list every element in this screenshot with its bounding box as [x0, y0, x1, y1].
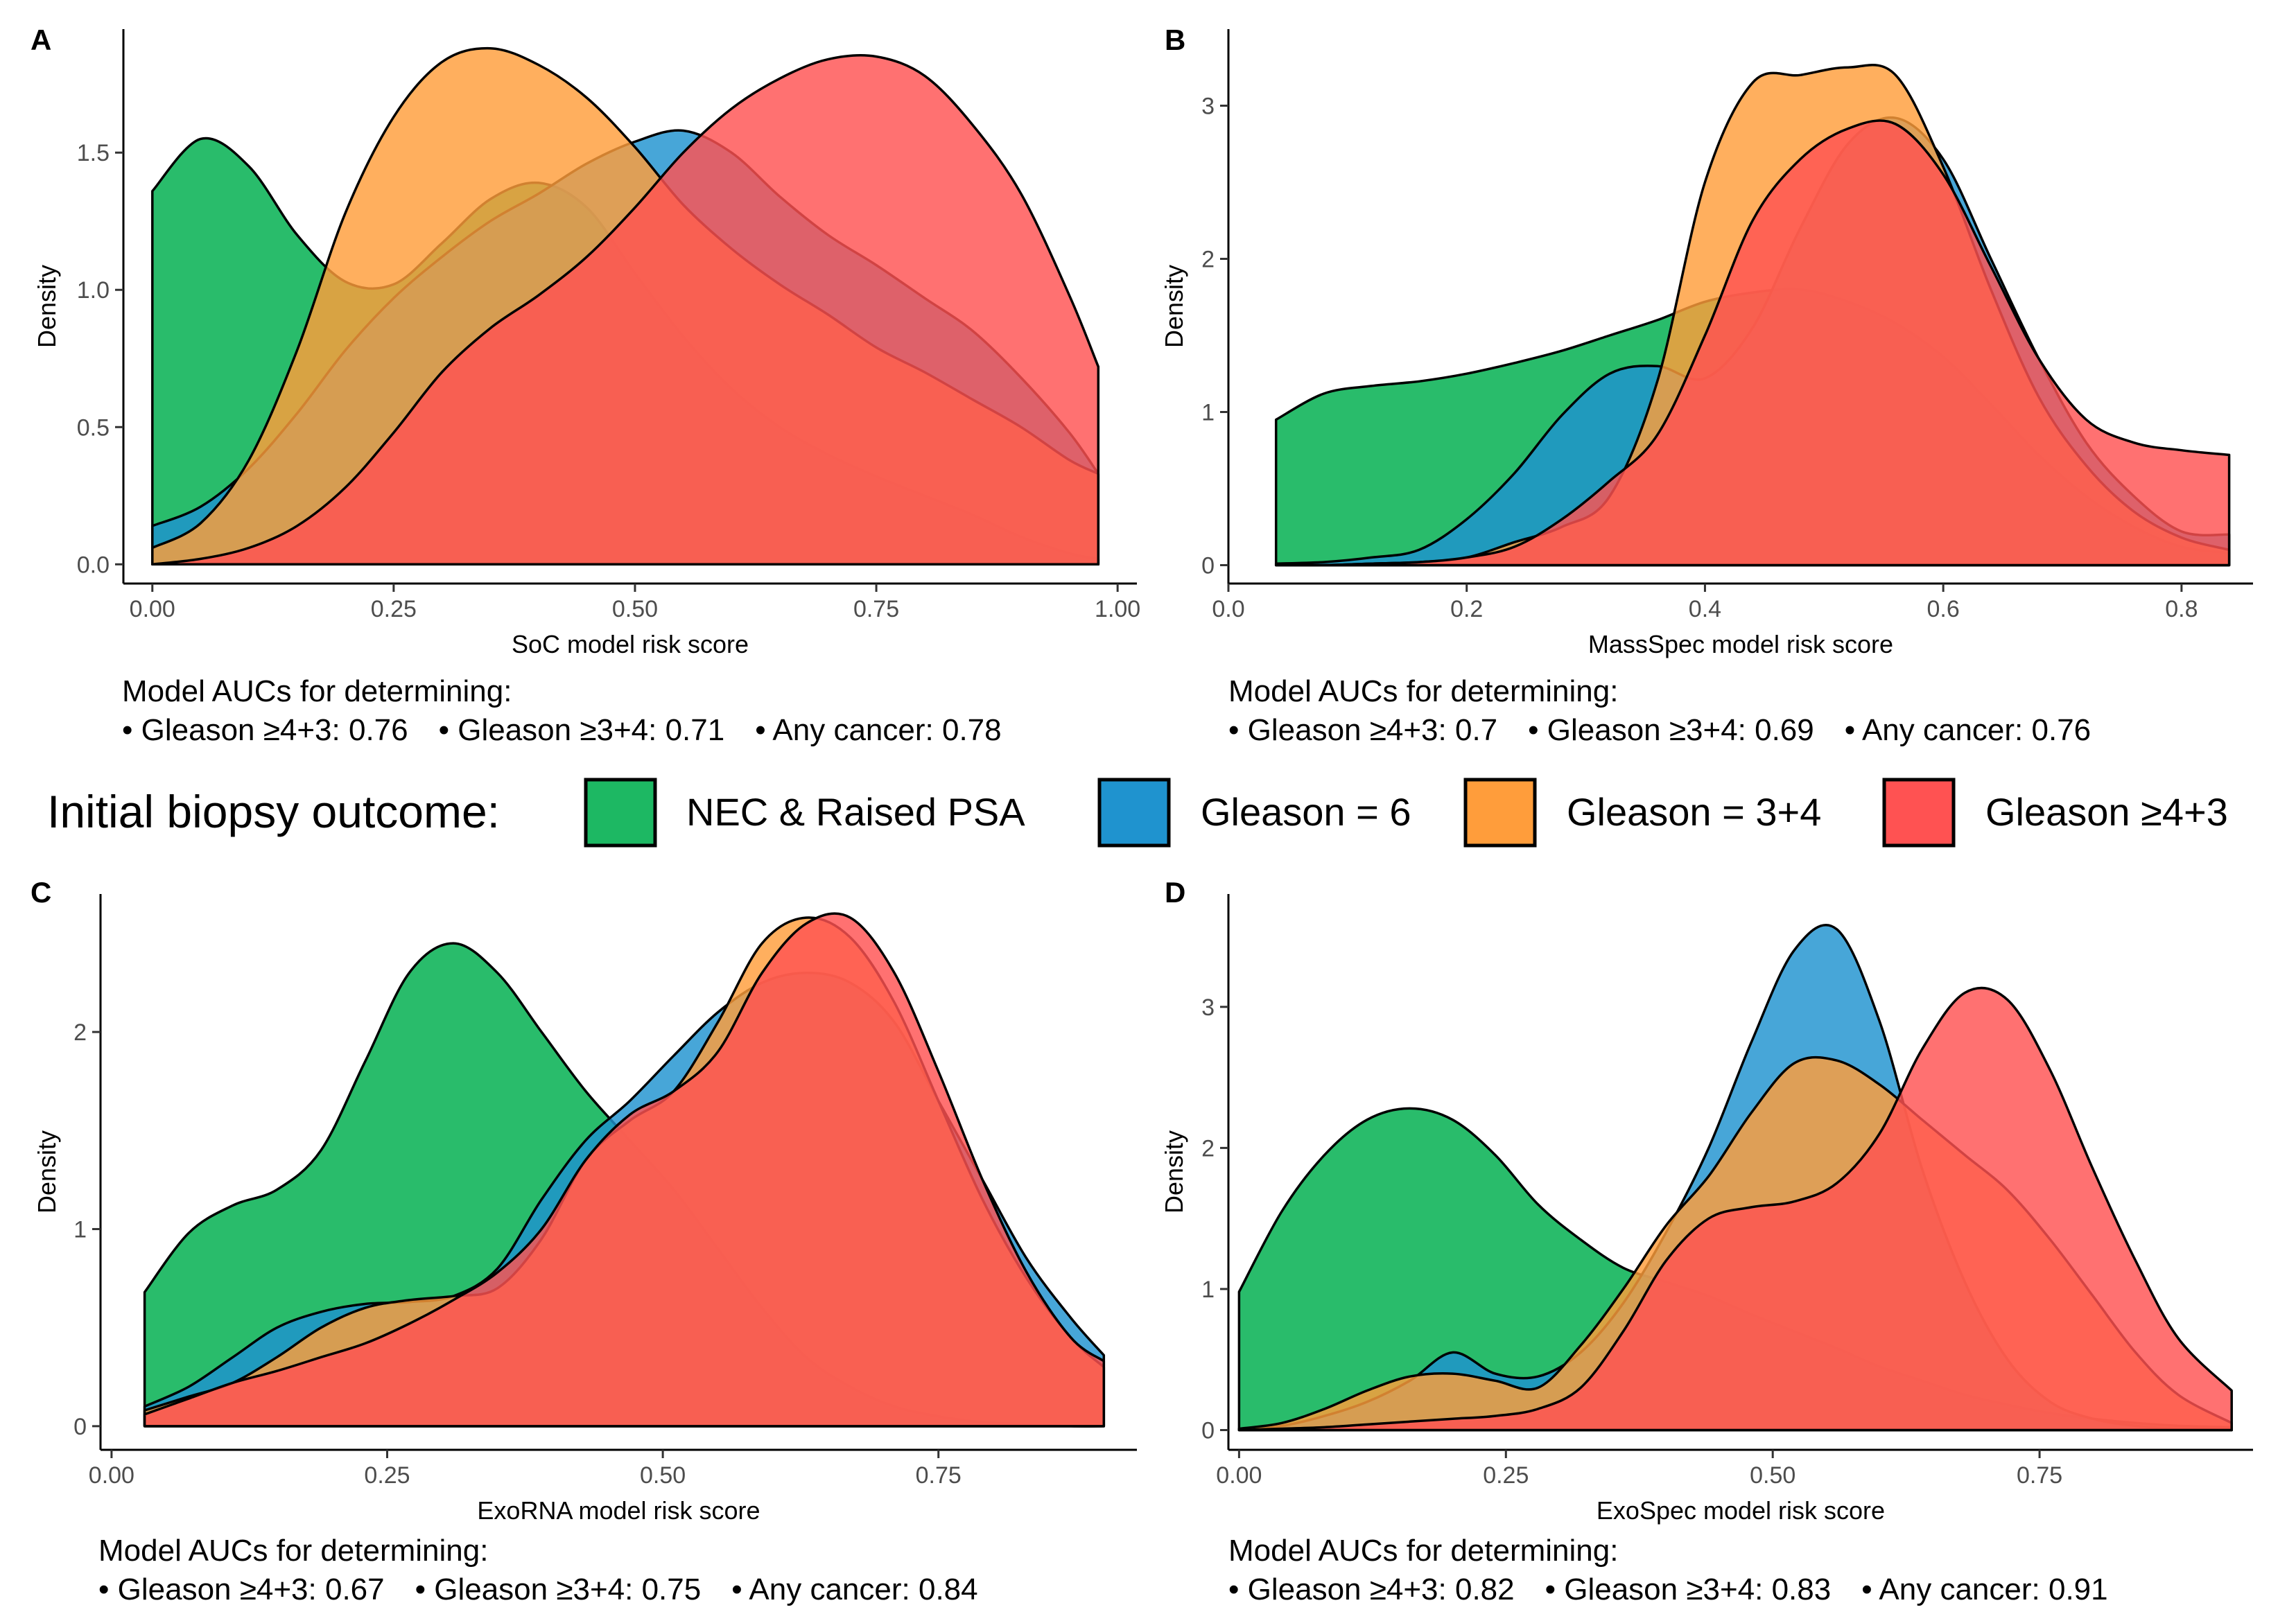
x-tick-label: 0.00	[89, 1462, 134, 1489]
y-axis-title: Density	[33, 265, 61, 348]
x-tick-label: 0.50	[612, 596, 658, 622]
x-tick-label: 0.25	[364, 1462, 410, 1489]
legend-label-nec: NEC & Raised PSA	[686, 790, 1025, 834]
auc-item: • Any cancer: 0.76	[1845, 713, 2091, 747]
legend-title: Initial biopsy outcome:	[47, 786, 500, 837]
panel-a: A 0.00 0.25 0.50 0.75 1.00 0.0 0.5 1.0 1.5 SoC mod…	[31, 24, 1140, 747]
auc-item: • Any cancer: 0.78	[755, 713, 1001, 747]
panel-label: D	[1165, 876, 1185, 909]
legend-swatch-gleason34	[1463, 778, 1537, 848]
x-tick-label: 0.0	[1212, 596, 1244, 622]
y-tick-label: 0	[1201, 1418, 1215, 1444]
y-tick-label: 1	[73, 1216, 87, 1243]
legend: Initial biopsy outcome: NEC & Raised PSA…	[47, 778, 2228, 848]
auc-heading: Model AUCs for determining:	[1228, 674, 1618, 708]
x-tick-label: 0.00	[130, 596, 175, 622]
y-tick-label: 0	[1201, 552, 1215, 579]
auc-items: • Gleason ≥4+3: 0.67 • Gleason ≥3+4: 0.75…	[98, 1572, 978, 1606]
auc-item: • Gleason ≥3+4: 0.69	[1528, 713, 1814, 747]
y-tick-label: 0	[73, 1414, 87, 1440]
legend-swatch-nec	[584, 778, 657, 848]
density-area-gleason-4-3	[1237, 986, 2233, 1432]
x-tick-label: 0.00	[1216, 1462, 1262, 1489]
x-tick-label: 0.25	[371, 596, 417, 622]
panel-b: B 0.0 0.2 0.4 0.6 0.8 0 1 2 3 MassSpec model risk …	[1160, 24, 2253, 747]
x-axis-title: SoC model risk score	[512, 630, 749, 658]
panel-label: C	[31, 876, 51, 909]
y-tick-label: 1.0	[77, 277, 110, 304]
auc-item: • Gleason ≥3+4: 0.71	[439, 713, 725, 747]
panel-d: D 0.00 0.25 0.50 0.75 0 1 2 3 ExoSpec model risk …	[1160, 876, 2253, 1606]
legend-label-gleason6: Gleason = 6	[1201, 790, 1411, 834]
x-tick-label: 0.25	[1483, 1462, 1529, 1489]
auc-item: • Gleason ≥4+3: 0.76	[122, 713, 408, 747]
y-axis-title: Density	[1160, 1130, 1188, 1213]
y-tick-label: 2	[73, 1019, 87, 1046]
auc-item: • Any cancer: 0.84	[731, 1572, 977, 1606]
legend-label-gleason34: Gleason = 3+4	[1567, 790, 1821, 834]
x-axis-title: ExoRNA model risk score	[477, 1496, 760, 1525]
y-tick-label: 2	[1201, 1135, 1215, 1162]
y-axis-title: Density	[33, 1130, 61, 1213]
x-tick-label: 1.00	[1095, 596, 1140, 622]
x-tick-label: 0.75	[916, 1462, 962, 1489]
auc-items: • Gleason ≥4+3: 0.82 • Gleason ≥3+4: 0.83…	[1228, 1572, 2108, 1606]
y-tick-label: 1.5	[77, 140, 110, 166]
panel-label: B	[1165, 24, 1185, 56]
y-tick-label: 1	[1201, 399, 1215, 426]
x-tick-label: 0.6	[1927, 596, 1960, 622]
y-tick-label: 3	[1201, 93, 1215, 119]
legend-label-gleason43: Gleason ≥4+3	[1985, 790, 2228, 834]
auc-item: • Gleason ≥3+4: 0.75	[415, 1572, 702, 1606]
auc-item: • Any cancer: 0.91	[1861, 1572, 2107, 1606]
auc-heading: Model AUCs for determining:	[98, 1534, 488, 1568]
auc-heading: Model AUCs for determining:	[122, 674, 512, 708]
y-tick-label: 2	[1201, 246, 1215, 272]
panel-label: A	[31, 24, 51, 56]
x-tick-label: 0.75	[853, 596, 899, 622]
auc-item: • Gleason ≥3+4: 0.83	[1545, 1572, 1832, 1606]
x-tick-label: 0.75	[2017, 1462, 2062, 1489]
x-tick-label: 0.4	[1689, 596, 1721, 622]
x-axis-title: ExoSpec model risk score	[1597, 1496, 1885, 1525]
y-tick-label: 0.0	[77, 552, 110, 578]
legend-swatch-gleason43	[1882, 778, 1956, 848]
x-tick-label: 0.2	[1450, 596, 1483, 622]
auc-item: • Gleason ≥4+3: 0.82	[1228, 1572, 1515, 1606]
x-axis-title: MassSpec model risk score	[1588, 630, 1893, 658]
y-tick-label: 1	[1201, 1277, 1215, 1303]
auc-items: • Gleason ≥4+3: 0.7 • Gleason ≥3+4: 0.69 •…	[1228, 713, 2091, 747]
auc-item: • Gleason ≥4+3: 0.67	[98, 1572, 385, 1606]
density-area-gleason-4-3	[151, 53, 1100, 566]
auc-items: • Gleason ≥4+3: 0.76 • Gleason ≥3+4: 0.71…	[122, 713, 1002, 747]
density-area-gleason-4-3	[143, 912, 1106, 1428]
x-tick-label: 0.50	[1750, 1462, 1795, 1489]
panel-c: C 0.00 0.25 0.50 0.75 0 1 2 ExoRNA model risk sc…	[31, 876, 1137, 1606]
y-axis-title: Density	[1160, 265, 1188, 348]
x-tick-label: 0.50	[640, 1462, 686, 1489]
x-tick-label: 0.8	[2165, 596, 2198, 622]
legend-swatch-gleason6	[1097, 778, 1171, 848]
y-tick-label: 0.5	[77, 414, 110, 441]
auc-heading: Model AUCs for determining:	[1228, 1534, 1618, 1568]
y-tick-label: 3	[1201, 994, 1215, 1021]
auc-item: • Gleason ≥4+3: 0.7	[1228, 713, 1497, 747]
density-area-gleason-4-3	[1274, 119, 2231, 567]
